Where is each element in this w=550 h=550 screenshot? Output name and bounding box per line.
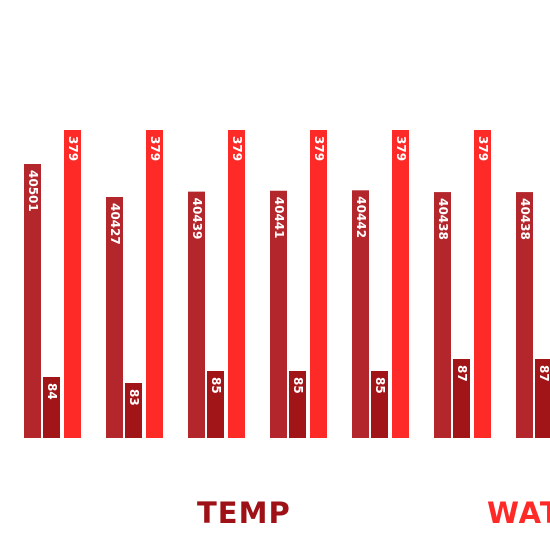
bar-s2-c1	[43, 377, 60, 438]
temp-caption: TEMP	[197, 496, 291, 530]
bar-s2-c6	[453, 359, 470, 438]
bar-s3-c1	[64, 130, 81, 438]
data-label-s3-c4: 379	[312, 136, 326, 161]
data-label-s1-c2: 40427	[108, 203, 122, 245]
bar-s3-c4	[310, 130, 327, 438]
data-label-s1-c4: 40441	[272, 197, 286, 239]
data-label-s2-c6: 87	[455, 365, 469, 382]
bar-s1-c4	[270, 190, 287, 438]
bar-s1-c1	[24, 164, 41, 438]
bar-s1-c5	[352, 190, 369, 438]
bar-s1-c6	[434, 192, 451, 438]
data-label-s1-c5: 40442	[354, 196, 368, 238]
data-label-s2-c7: 87	[537, 365, 550, 382]
bar-s2-c2	[125, 383, 142, 438]
data-label-s2-c2: 83	[127, 389, 141, 406]
water-caption: WAT	[487, 496, 550, 530]
data-label-s2-c4: 85	[291, 377, 305, 394]
bar-s1-c7	[516, 192, 533, 438]
data-label-s1-c3: 40439	[190, 198, 204, 240]
data-label-s3-c2: 379	[148, 136, 162, 161]
data-label-s2-c5: 85	[373, 377, 387, 394]
data-label-s3-c6: 379	[476, 136, 490, 161]
bar-s2-c4	[289, 371, 306, 438]
bar-s3-c2	[146, 130, 163, 438]
data-label-s1-c6: 40438	[436, 198, 450, 240]
data-label-s1-c7: 40438	[518, 198, 532, 240]
data-label-s3-c1: 379	[66, 136, 80, 161]
data-label-s3-c5: 379	[394, 136, 408, 161]
bar-s1-c3	[188, 191, 205, 438]
data-label-s2-c3: 85	[209, 377, 223, 394]
bar-s3-c3	[228, 130, 245, 438]
data-label-s3-c3: 379	[230, 136, 244, 161]
data-label-s1-c1: 40501	[26, 170, 40, 212]
bar-s2-c3	[207, 371, 224, 438]
bar-s3-c5	[392, 130, 409, 438]
data-label-s2-c1: 84	[45, 383, 59, 400]
bar-s2-c7	[535, 359, 550, 438]
bar-s2-c5	[371, 371, 388, 438]
bar-s1-c2	[106, 197, 123, 438]
bar-s3-c6	[474, 130, 491, 438]
